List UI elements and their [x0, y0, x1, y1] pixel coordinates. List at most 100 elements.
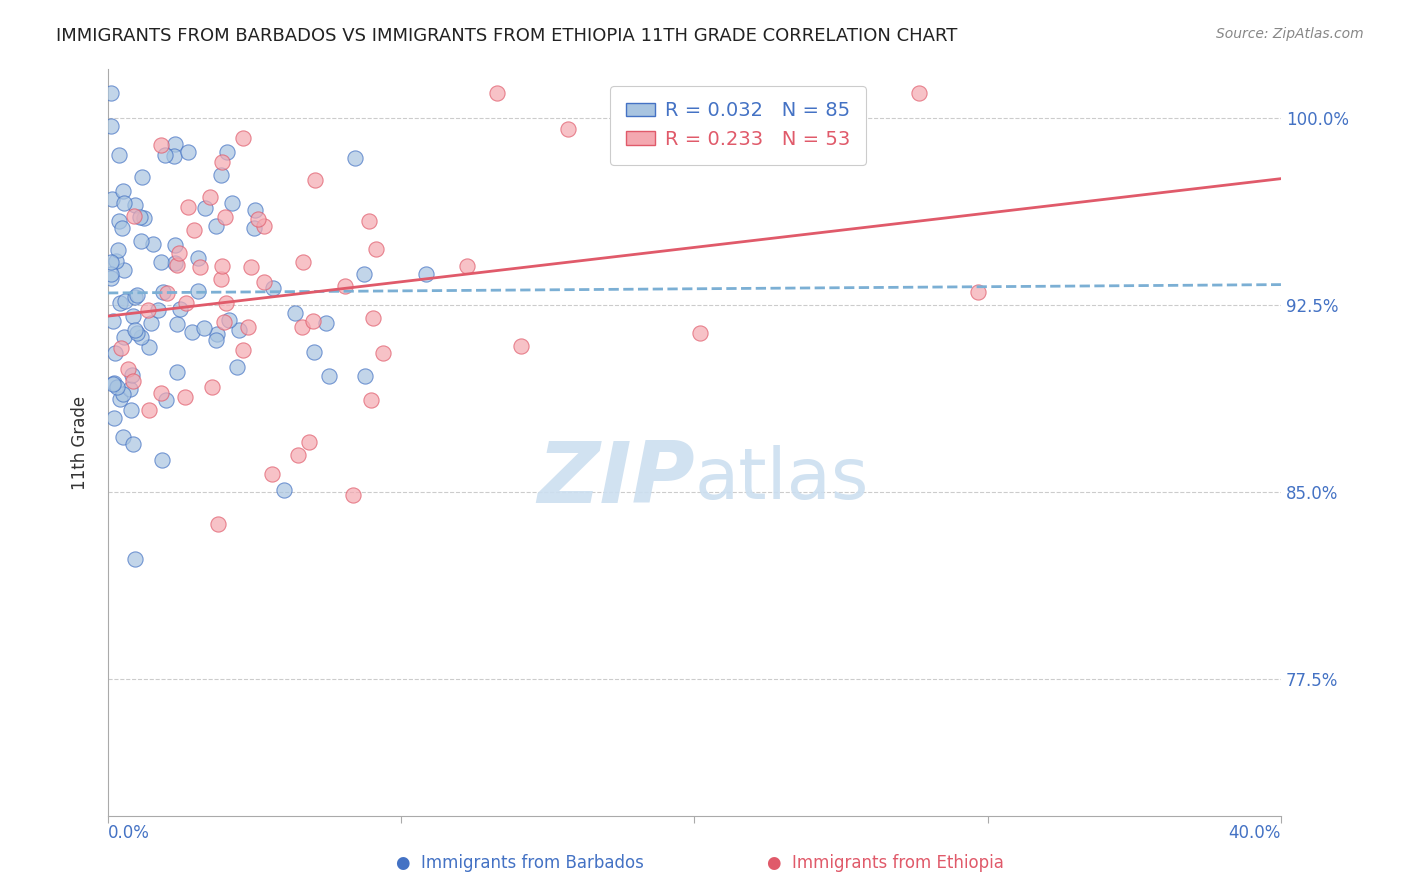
Point	[129, 234, 152, 248]
Point	[177, 200, 200, 214]
Point	[364, 243, 387, 257]
Point	[187, 284, 209, 298]
Point	[201, 380, 224, 394]
Point	[173, 390, 195, 404]
Point	[232, 131, 254, 145]
Point	[232, 343, 254, 357]
Point	[118, 382, 141, 396]
Point	[353, 267, 375, 281]
Point	[188, 260, 211, 275]
Point	[100, 271, 122, 285]
Point	[207, 516, 229, 531]
Point	[165, 136, 187, 151]
Point	[114, 294, 136, 309]
Point	[226, 360, 249, 375]
Point	[169, 246, 191, 260]
Point	[124, 552, 146, 566]
Point	[236, 320, 259, 334]
Point	[110, 341, 132, 355]
Point	[360, 392, 382, 407]
Point	[212, 314, 235, 328]
Point	[100, 87, 122, 101]
Point	[122, 374, 145, 388]
Point	[156, 285, 179, 300]
Point	[361, 311, 384, 326]
Point	[291, 320, 314, 334]
Text: atlas: atlas	[695, 445, 869, 515]
Point	[124, 209, 146, 223]
Point	[245, 202, 267, 217]
Point	[163, 149, 186, 163]
Point	[139, 316, 162, 330]
Point	[125, 288, 148, 302]
Point	[101, 377, 124, 392]
Point	[301, 314, 323, 328]
Point	[415, 267, 437, 281]
Point	[132, 211, 155, 225]
Point	[131, 169, 153, 184]
Point	[122, 309, 145, 323]
Point	[155, 148, 177, 162]
Point	[120, 402, 142, 417]
Point	[111, 430, 134, 444]
Point	[124, 197, 146, 211]
Legend: R = 0.032   N = 85, R = 0.233   N = 53: R = 0.032 N = 85, R = 0.233 N = 53	[610, 86, 866, 164]
Point	[342, 488, 364, 502]
Point	[353, 369, 375, 384]
Point	[198, 190, 221, 204]
Text: ●  Immigrants from Ethiopia: ● Immigrants from Ethiopia	[768, 855, 1004, 872]
Point	[315, 316, 337, 330]
Point	[240, 260, 263, 274]
Point	[218, 312, 240, 326]
Point	[104, 346, 127, 360]
Point	[176, 295, 198, 310]
Point	[105, 380, 128, 394]
Point	[163, 256, 186, 270]
Point	[253, 275, 276, 289]
Point	[121, 368, 143, 382]
Point	[166, 364, 188, 378]
Point	[181, 325, 204, 339]
Point	[110, 392, 132, 406]
Text: IMMIGRANTS FROM BARBADOS VS IMMIGRANTS FROM ETHIOPIA 11TH GRADE CORRELATION CHAR: IMMIGRANTS FROM BARBADOS VS IMMIGRANTS F…	[56, 27, 957, 45]
Text: 0.0%: 0.0%	[108, 824, 150, 842]
Text: Source: ZipAtlas.com: Source: ZipAtlas.com	[1216, 27, 1364, 41]
Point	[149, 386, 172, 401]
Point	[344, 151, 367, 165]
Text: 40.0%: 40.0%	[1229, 824, 1281, 842]
Point	[193, 321, 215, 335]
Point	[124, 323, 146, 337]
Point	[209, 169, 232, 183]
Point	[149, 255, 172, 269]
Point	[100, 119, 122, 133]
Point	[150, 137, 173, 152]
Point	[112, 196, 135, 211]
Text: ●  Immigrants from Barbados: ● Immigrants from Barbados	[396, 855, 644, 872]
Point	[129, 211, 152, 225]
Point	[689, 326, 711, 340]
Point	[357, 214, 380, 228]
Point	[124, 289, 146, 303]
Point	[193, 202, 215, 216]
Point	[557, 122, 579, 136]
Point	[215, 145, 238, 159]
Point	[166, 258, 188, 272]
Point	[103, 410, 125, 425]
Point	[247, 212, 270, 227]
Point	[183, 223, 205, 237]
Point	[131, 330, 153, 344]
Point	[187, 251, 209, 265]
Point	[101, 192, 124, 206]
Y-axis label: 11th Grade: 11th Grade	[72, 395, 89, 490]
Point	[221, 196, 243, 211]
Point	[209, 272, 232, 286]
Point	[100, 255, 122, 269]
Point	[155, 393, 177, 408]
Point	[110, 296, 132, 310]
Point	[107, 244, 129, 258]
Point	[176, 145, 198, 160]
Point	[214, 210, 236, 224]
Point	[456, 259, 478, 273]
Point	[333, 279, 356, 293]
Point	[166, 317, 188, 331]
